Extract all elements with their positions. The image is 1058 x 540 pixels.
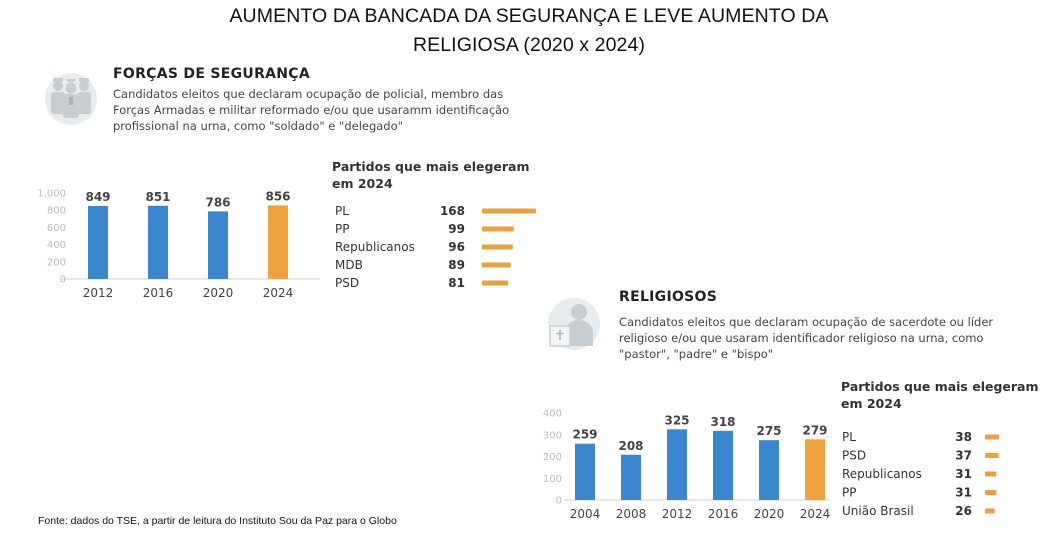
x-tick-label: 2004 — [570, 507, 601, 521]
bar — [208, 211, 228, 279]
party-value: 31 — [955, 467, 972, 481]
bar — [621, 454, 641, 500]
y-tick-label: 300 — [543, 430, 562, 441]
party-name: Republicanos — [842, 467, 922, 481]
party-value: 81 — [448, 276, 465, 290]
bar-value-label: 279 — [802, 423, 827, 437]
x-tick-label: 2008 — [616, 507, 647, 521]
party-name: PL — [842, 430, 856, 444]
bar — [667, 429, 687, 500]
party-name: PP — [335, 222, 349, 236]
bar — [805, 439, 825, 500]
party-name: PSD — [842, 449, 866, 463]
religious-parties-chart: PL 38 PSD 37 Republicanos 31 PP 31 União Brasil 2… — [842, 430, 999, 517]
security-parties-title-line: Partidos que mais elegeram — [332, 159, 530, 174]
main-title-line-1: AUMENTO DA BANCADA DA SEGURANÇA E LEVE A… — [229, 5, 829, 27]
bar — [148, 205, 168, 279]
security-parties-title-line: em 2024 — [332, 176, 393, 191]
party-name: União Brasil — [842, 504, 914, 517]
y-tick-label: 200 — [47, 257, 66, 268]
bar-value-label: 849 — [85, 190, 110, 204]
religious-parties-title: Partidos que mais elegeram em 2024 — [841, 378, 1039, 412]
religious-parties-title-line: Partidos que mais elegeram — [841, 379, 1039, 394]
security-section-title: FORÇAS DE SEGURANÇA — [113, 66, 311, 82]
y-tick-label: 100 — [543, 474, 562, 485]
party-bar — [985, 508, 995, 514]
security-description-line: Forças Armadas e militar reformado e/ou … — [113, 103, 510, 117]
x-tick-label: 2012 — [662, 507, 693, 521]
bar — [713, 430, 733, 500]
party-bar — [482, 280, 509, 286]
bar-value-label: 856 — [265, 189, 290, 203]
security-description-line: profissional na urna, como "soldado" e "… — [113, 119, 403, 133]
religious-bar-chart: 0 100 200 300 400 259 2004 208 2008 325 2012 318 201… — [543, 409, 830, 521]
y-tick-label: 400 — [47, 240, 66, 251]
party-bar — [985, 434, 999, 440]
bar-value-label: 786 — [205, 195, 230, 209]
y-tick-label: 0 — [556, 496, 562, 507]
x-tick-label: 2016 — [143, 286, 174, 300]
religious-description: Candidatos eleitos que declaram ocupação… — [619, 314, 993, 362]
party-value: 31 — [955, 486, 972, 500]
bar-value-label: 325 — [664, 413, 689, 427]
security-bar-chart: 0 200 400 600 800 1,000 849 2012 851 2016 786 2020 8… — [37, 189, 320, 300]
x-tick-label: 2020 — [754, 507, 785, 521]
y-tick-label: 1,000 — [37, 189, 66, 200]
police-officers-icon — [45, 73, 97, 125]
bar — [759, 440, 779, 500]
y-tick-label: 200 — [543, 452, 562, 463]
security-parties-chart: PL 168 PP 99 Republicanos 96 MDB 89 PSD 81 — [335, 204, 536, 290]
bar-value-label: 208 — [618, 439, 643, 453]
religious-parties-title-line: em 2024 — [841, 396, 902, 411]
bar-value-label: 275 — [756, 424, 781, 438]
party-bar — [482, 244, 513, 250]
party-name: PL — [335, 204, 349, 218]
party-value: 99 — [448, 222, 465, 236]
party-name: Republicanos — [335, 240, 415, 254]
religious-description-line: "pastor", "padre" e "bispo" — [619, 347, 774, 361]
religious-leader-icon — [548, 298, 600, 350]
party-value: 89 — [448, 258, 465, 272]
party-value: 38 — [955, 430, 972, 444]
y-tick-label: 0 — [60, 275, 66, 286]
bar — [268, 205, 288, 279]
party-bar — [482, 262, 511, 268]
party-name: MDB — [335, 258, 363, 272]
main-title-line-2: RELIGIOSA (2020 x 2024) — [412, 34, 646, 56]
y-tick-label: 600 — [47, 223, 66, 234]
y-tick-label: 800 — [47, 206, 66, 217]
x-tick-label: 2020 — [203, 286, 234, 300]
party-value: 37 — [955, 449, 972, 463]
religious-description-line: Candidatos eleitos que declaram ocupação… — [619, 315, 994, 329]
bar-value-label: 318 — [710, 415, 735, 429]
source-note: Fonte: dados do TSE, a partir de leitura… — [38, 515, 397, 527]
bar-value-label: 259 — [572, 428, 597, 442]
security-description-line: Candidatos eleitos que declaram ocupação… — [113, 87, 504, 101]
bar — [575, 443, 595, 500]
party-bar — [985, 490, 997, 495]
party-name: PP — [842, 486, 856, 500]
security-description: Candidatos eleitos que declaram ocupação… — [113, 86, 509, 134]
party-bar — [482, 226, 514, 232]
party-name: PSD — [335, 276, 359, 290]
party-value: 96 — [448, 240, 465, 254]
party-value: 168 — [440, 204, 465, 218]
religious-section-title: RELIGIOSOS — [619, 289, 718, 305]
party-bar — [482, 208, 536, 214]
bar — [88, 205, 108, 279]
x-tick-label: 2012 — [83, 286, 114, 300]
bar-value-label: 851 — [145, 190, 170, 204]
x-tick-label: 2016 — [708, 507, 739, 521]
party-value: 26 — [955, 504, 972, 517]
x-tick-label: 2024 — [800, 507, 830, 521]
party-bar — [985, 471, 997, 477]
religious-description-line: religioso e/ou que usaram identificador … — [619, 331, 984, 345]
security-parties-title: Partidos que mais elegeram em 2024 — [332, 158, 530, 192]
party-bar — [985, 453, 999, 458]
y-tick-label: 400 — [543, 409, 562, 420]
x-tick-label: 2024 — [263, 286, 294, 300]
